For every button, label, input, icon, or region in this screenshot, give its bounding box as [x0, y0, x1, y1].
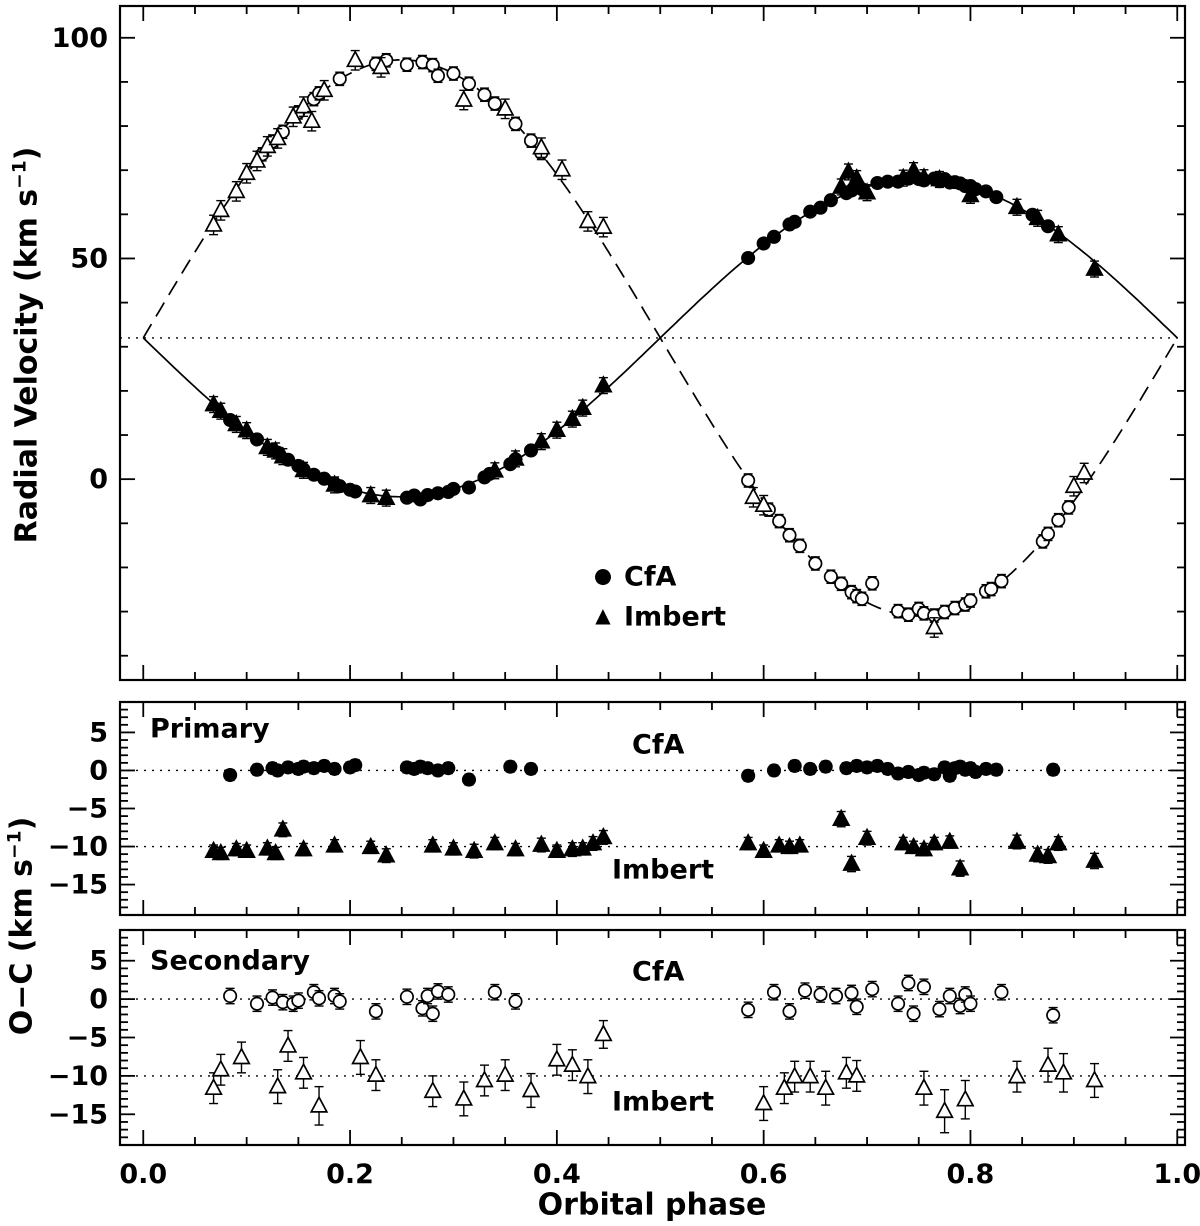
imbert-primary-oc-series [204, 808, 1104, 877]
oc-primary-ytick-label: −10 [48, 832, 108, 863]
rv-y-axis-title-sup: −1 [9, 160, 31, 189]
oc-primary-panel: 5 0 −5 −10 −15 [48, 700, 1187, 917]
oc-secondary-ytick-label: 5 [89, 946, 108, 977]
oc-secondary-panel: 5 0 −5 −10 −15 0.0 0.2 0.4 0.6 0.8 1.0 [48, 928, 1200, 1190]
primary-panel-label: Primary [150, 713, 270, 745]
oc-secondary-ytick-label: −5 [67, 1023, 108, 1054]
oc-y-axis-title: O−C (km s−1) [5, 817, 40, 1036]
primary-imbert-label: Imbert [612, 854, 715, 886]
cfa-legend-marker-icon: ● [593, 563, 613, 588]
secondary-cfa-label: CfA [632, 956, 685, 988]
oc-y-axis-title-text: O−C (km s [4, 858, 40, 1036]
xtick-label: 0.0 [119, 1159, 167, 1190]
oc-primary-ytick-label: −15 [48, 870, 108, 901]
secondary-imbert-label: Imbert [612, 1086, 715, 1118]
oc-y-axis-title-close: ) [4, 816, 40, 831]
cfa-primary-oc-series [223, 758, 1061, 787]
secondary-orbit-curve [142, 58, 1178, 617]
xtick-label: 0.2 [326, 1159, 374, 1190]
primary-cfa-label: CfA [632, 729, 685, 761]
imbert-secondary-oc-series [204, 1019, 1104, 1134]
imbert-secondary-series [204, 49, 1094, 638]
xtick-label: 0.8 [947, 1159, 995, 1190]
radial-velocity-ytick-label: 100 [52, 23, 108, 54]
oc-secondary-ytick-label: −10 [48, 1061, 108, 1092]
radial-velocity-ytick-label: 0 [89, 464, 108, 495]
oc-y-axis-title-sup: −1 [4, 830, 26, 859]
rv-y-axis-title-text: Radial Velocity (km s [9, 188, 45, 544]
rv-y-axis-title: Radial Velocity (km s−1) [10, 147, 45, 544]
radial-velocity-panel: 0 50 100 [52, 4, 1187, 682]
x-axis-title: Orbital phase [537, 1187, 767, 1223]
cfa-legend-label: CfA [624, 561, 677, 593]
secondary-panel-label: Secondary [150, 945, 310, 977]
xtick-label: 1.0 [1153, 1159, 1200, 1190]
cfa-secondary-oc-series [223, 974, 1061, 1024]
radial-velocity-ytick-label: 50 [70, 243, 108, 274]
xtick-label: 0.4 [533, 1159, 581, 1190]
imbert-legend-label: Imbert [624, 601, 727, 633]
rv-y-axis-title-close: ) [9, 146, 45, 161]
cfa-primary-series [223, 171, 1056, 507]
imbert-primary-series [204, 160, 1104, 507]
oc-primary-ytick-label: 0 [89, 755, 108, 786]
oc-primary-ytick-label: 5 [89, 717, 108, 748]
oc-primary-ytick-label: −5 [67, 794, 108, 825]
xtick-label: 0.6 [740, 1159, 788, 1190]
oc-secondary-ytick-label: 0 [89, 984, 108, 1015]
oc-secondary-ytick-label: −15 [48, 1099, 108, 1130]
imbert-legend-marker-icon: ▲ [595, 603, 611, 627]
